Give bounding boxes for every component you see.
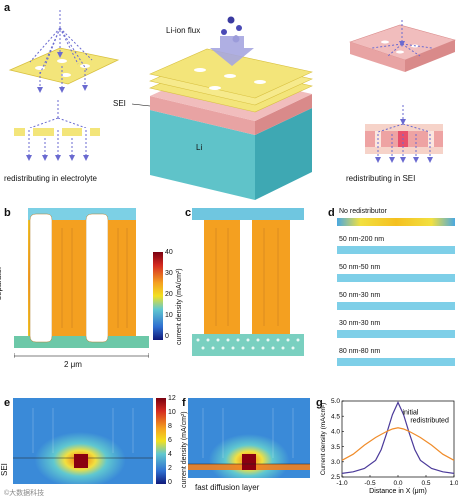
panel-g-label: g <box>316 397 323 409</box>
panel-e-sei-label: SEI <box>0 463 9 476</box>
panel-d-strip-1 <box>337 246 455 254</box>
colorbar-bottom-tick-5: 2 <box>168 465 172 472</box>
colorbar-bottom-tick-6: 0 <box>168 479 172 486</box>
fast-diffusion-layer-label: fast diffusion layer <box>195 483 260 492</box>
panel-d-strip-4 <box>337 330 455 338</box>
panel-c-label: c <box>185 207 192 219</box>
panel-d-strip-0 <box>337 218 455 226</box>
chart-y-tick-label: 5.0 <box>331 398 340 405</box>
chart-y-axis-label: Current density (mA/cm²) <box>320 403 327 476</box>
chart-x-tick-label: 1.0 <box>449 480 458 487</box>
chart-x-tick-label: -0.5 <box>364 480 376 487</box>
center-stack-diagram <box>131 16 313 200</box>
panel-b-simulation <box>14 208 149 358</box>
chart-y-tick-label: 3.5 <box>331 444 340 451</box>
panel-d-row-label-2: 50 nm-50 nm <box>339 264 381 271</box>
right-cross-section <box>365 105 443 163</box>
chart-x-tick-label: 0.5 <box>421 480 430 487</box>
colorbar-top-tick-0: 40 <box>165 249 173 256</box>
watermark: ©大数据科技 <box>4 490 45 497</box>
li-ion-flux-label: Li-ion flux <box>166 26 201 35</box>
colorbar-bottom-title: current density (mA/cm²) <box>181 411 188 488</box>
colorbar-top-tick-4: 0 <box>165 333 169 340</box>
chart-series-line-initial <box>341 401 455 474</box>
scale-bar-label: 2 μm <box>64 360 82 369</box>
panel-d-rows: No redistributor 50 nm-200 nm 50 nm-50 n… <box>337 206 455 376</box>
chart-frame <box>341 400 455 478</box>
left-cross-section <box>14 100 100 161</box>
panel-g-chart: -1.0 -0.5 0.0 0.5 1.0 2.5 3.0 3.5 4.0 4.5 5.0 Curr… <box>320 398 458 495</box>
colorbar-bottom-tick-3: 6 <box>168 437 172 444</box>
panel-d-strip-5 <box>337 358 455 366</box>
colorbar-bottom-tick-4: 4 <box>168 451 172 458</box>
panel-d-row-label-4: 30 nm-30 nm <box>339 320 381 327</box>
panel-e-simulation <box>13 398 153 484</box>
panel-d-strip-2 <box>337 274 455 282</box>
right-sei-diagram <box>349 20 456 72</box>
panel-c-simulation <box>192 208 304 356</box>
colorbar-bottom-tick-2: 8 <box>168 423 172 430</box>
panel-d-row-label-3: 50 nm-30 nm <box>339 292 381 299</box>
panel-b-label: b <box>4 207 11 219</box>
chart-x-axis-label: Distance in X (μm) <box>369 488 427 495</box>
panel-d-row-label-1: 50 nm-200 nm <box>339 236 385 243</box>
chart-x-tick-label: -1.0 <box>336 480 348 487</box>
colorbar-top-tick-1: 30 <box>165 270 173 277</box>
panel-a-label: a <box>4 2 11 14</box>
separator-label: separator <box>0 266 3 300</box>
left-caption: redistributing in electrolyte <box>4 174 97 183</box>
panel-a-illustration <box>8 10 456 200</box>
left-sheet-diagram <box>8 10 120 93</box>
colorbar-top-tick-2: 20 <box>165 291 173 298</box>
colorbar-top-tick-3: 10 <box>165 312 173 319</box>
colorbar-bottom-tick-0: 12 <box>168 395 176 402</box>
panel-e-label: e <box>4 397 11 409</box>
chart-x-tick-label: 0.0 <box>393 480 402 487</box>
chart-y-tick-label: 2.5 <box>331 474 340 481</box>
colorbar-top <box>153 252 163 340</box>
panel-d-strip-3 <box>337 302 455 310</box>
colorbar-top-title: current density (mA/cm²) <box>176 268 183 345</box>
chart-series-label-redistributed: redistributed <box>410 417 449 424</box>
panel-f-label: f <box>182 397 186 409</box>
panel-d-row-label-0: No redistributor <box>339 208 387 215</box>
chart-series-label-initial: initial <box>402 410 418 417</box>
li-label: Li <box>196 143 203 152</box>
chart-y-tick-label: 3.0 <box>331 459 340 466</box>
colorbar-bottom-tick-1: 10 <box>168 409 176 416</box>
panel-f-simulation <box>188 398 310 478</box>
sei-label: SEI <box>113 99 126 108</box>
chart-y-tick-label: 4.0 <box>331 429 340 436</box>
chart-y-tick-label: 4.5 <box>331 413 340 420</box>
right-caption: redistributing in SEI <box>346 174 416 183</box>
panel-d-row-label-5: 80 nm-80 nm <box>339 348 381 355</box>
chart-series-line-redistributed <box>341 427 455 461</box>
colorbar-bottom <box>156 398 166 484</box>
panel-d-label: d <box>328 207 335 219</box>
